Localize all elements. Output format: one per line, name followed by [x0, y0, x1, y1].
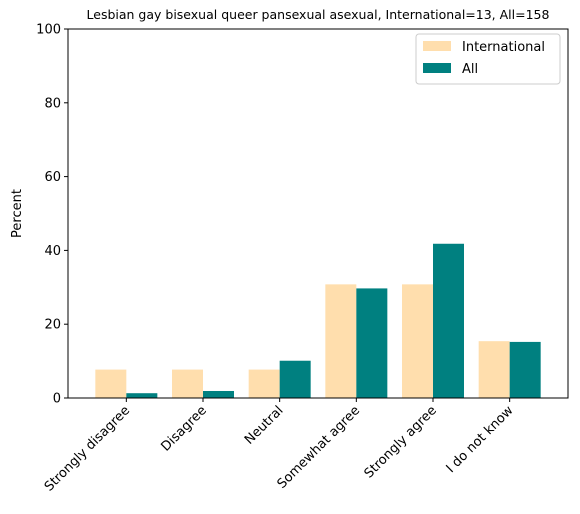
- x-tick-label-somewhat-agree: Somewhat agree: [275, 403, 364, 492]
- bar-international-somewhat-agree: [325, 284, 356, 398]
- bar-all-strongly-agree: [433, 244, 464, 398]
- bar-all-strongly-disagree: [126, 393, 157, 398]
- x-tick-label-disagree: Disagree: [158, 403, 209, 454]
- bar-international-disagree: [172, 370, 203, 398]
- x-tick-label-i-do-not-know: I do not know: [444, 403, 517, 476]
- y-tick-label: 80: [44, 96, 61, 111]
- bar-all-disagree: [203, 391, 234, 398]
- bar-all-somewhat-agree: [356, 288, 387, 398]
- y-tick-label: 20: [44, 318, 61, 333]
- bars-group: [95, 244, 540, 398]
- bar-international-strongly-agree: [402, 284, 433, 398]
- legend-label-international: International: [462, 40, 545, 55]
- legend-label-all: All: [462, 62, 478, 77]
- bar-international-neutral: [249, 370, 280, 398]
- legend: International All: [416, 34, 560, 84]
- y-axis-label: Percent: [10, 189, 25, 238]
- y-tick-label: 0: [53, 392, 61, 407]
- legend-swatch-international: [423, 41, 451, 51]
- x-tick-label-strongly-agree: Strongly agree: [362, 403, 440, 481]
- x-axis: Strongly disagree Disagree NeutralSomewhat…: [42, 398, 517, 495]
- chart-title: Lesbian gay bisexual queer pansexual ase…: [87, 7, 550, 22]
- x-tick-label-strongly-disagree: Strongly disagree: [42, 403, 133, 494]
- bar-all-neutral: [280, 361, 311, 398]
- bar-all-i-do-not-know: [510, 342, 541, 398]
- y-tick-label: 40: [44, 244, 61, 259]
- y-tick-label: 60: [44, 170, 61, 185]
- y-axis: 0 20 40 60 80 100: [36, 23, 68, 407]
- bar-international-i-do-not-know: [479, 341, 510, 398]
- y-tick-label: 100: [36, 23, 61, 38]
- bar-international-strongly-disagree: [95, 370, 126, 398]
- x-tick-label-neutral: Neutral: [242, 403, 287, 448]
- legend-swatch-all: [423, 63, 451, 73]
